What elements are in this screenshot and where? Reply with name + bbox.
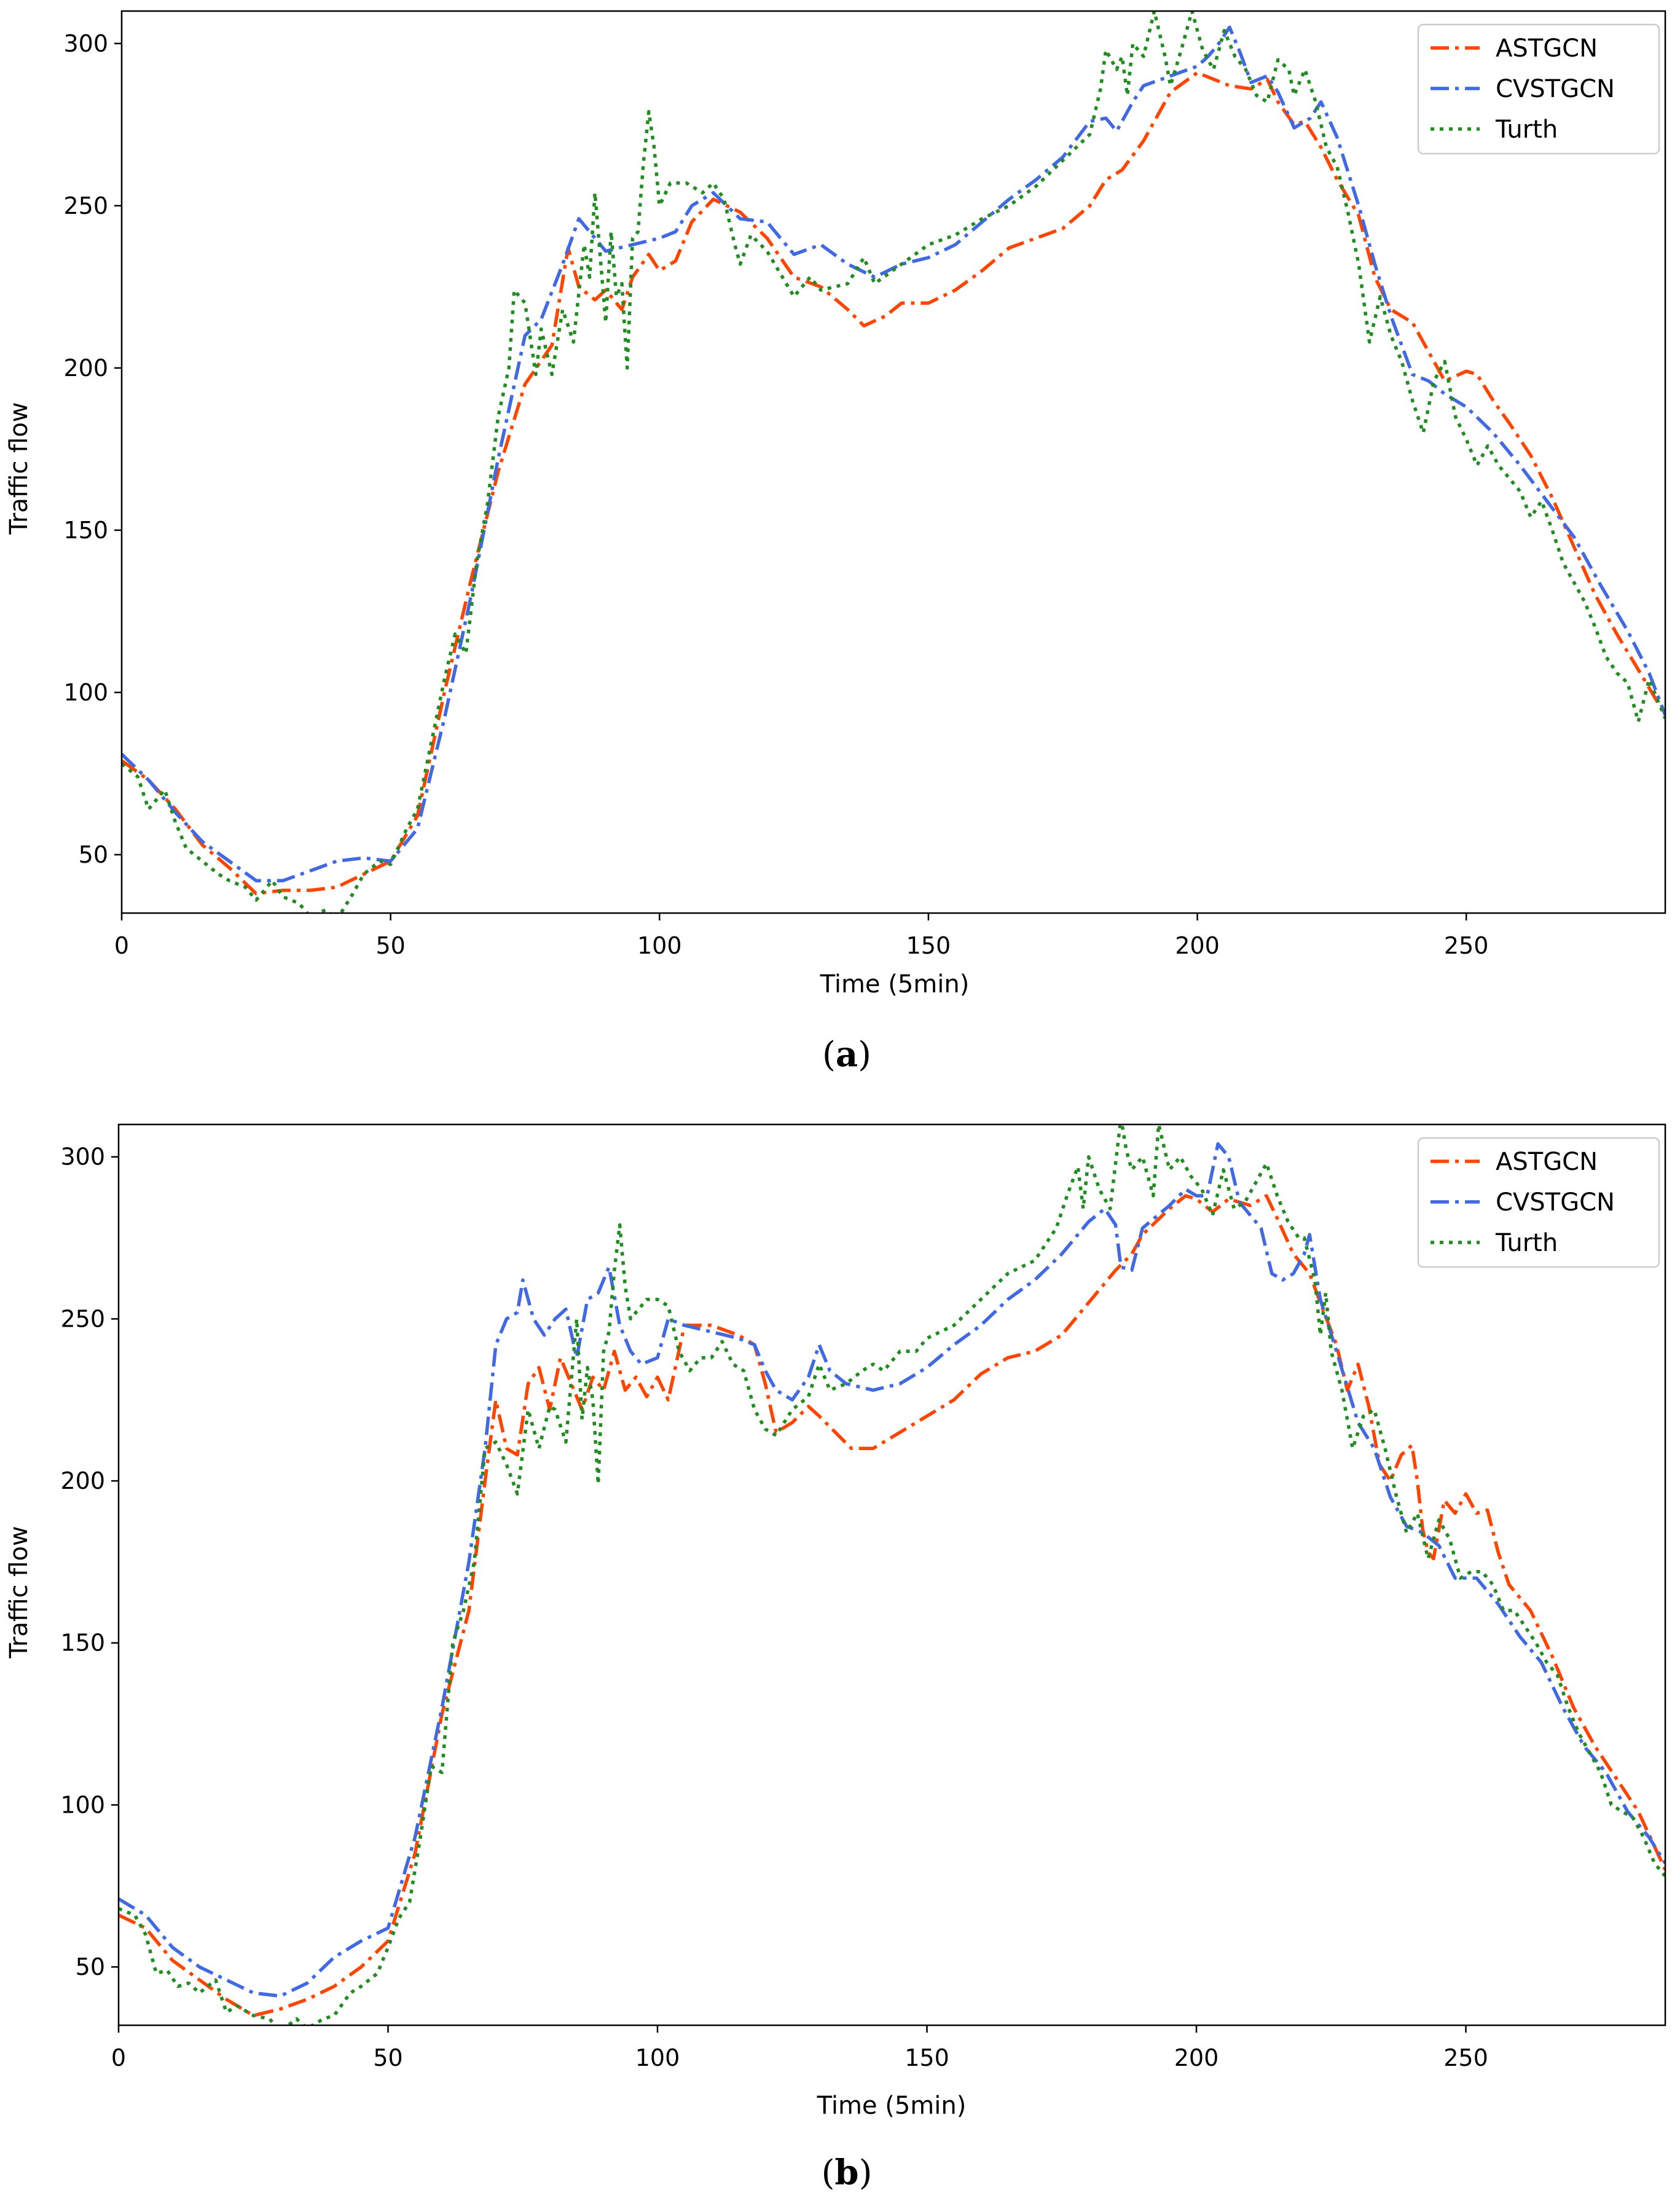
x-axis-label: Time (5min) xyxy=(820,970,970,998)
series-line-astgcn xyxy=(122,71,1665,896)
legend: ASTGCN CVSTGCN Turth xyxy=(1417,23,1660,155)
legend-label-cvstgcn: CVSTGCN xyxy=(1496,1188,1615,1217)
y-tick-label: 300 xyxy=(60,1144,105,1171)
x-tick-label: 150 xyxy=(906,932,951,959)
y-axis-label: Traffic flow xyxy=(5,402,33,535)
x-tick-label: 200 xyxy=(1174,2044,1219,2071)
x-tick-label: 200 xyxy=(1175,932,1220,959)
y-tick-label: 250 xyxy=(60,1305,105,1332)
y-tick-label: 50 xyxy=(76,1953,105,1980)
legend-box xyxy=(1417,1137,1660,1268)
panel-caption: (a) xyxy=(822,1034,871,1075)
plot-area xyxy=(119,1124,1665,2025)
legend-label-cvstgcn: CVSTGCN xyxy=(1496,75,1615,103)
chart-panel-a: Traffic flow Time (5min) (a) 0 50 100 150 20… xyxy=(5,10,1666,1075)
y-tick-label: 100 xyxy=(63,679,108,706)
legend-label-turth: Turth xyxy=(1495,116,1558,144)
plot-frame xyxy=(120,10,1666,914)
x-tick-label: 250 xyxy=(1444,932,1489,959)
x-axis-label: Time (5min) xyxy=(817,2092,967,2120)
plot-area xyxy=(122,11,1665,913)
x-tick-label: 0 xyxy=(111,2044,126,2071)
series-line-cvstgcn xyxy=(119,1142,1665,1998)
y-tick-label: 50 xyxy=(79,841,108,868)
x-tick-label: 150 xyxy=(905,2044,949,2071)
legend: ASTGCN CVSTGCN Turth xyxy=(1417,1137,1660,1268)
x-tick-label: 50 xyxy=(373,2044,402,2071)
chart-panel-b: Traffic flow Time (5min) (b) 0 50 100 150 20… xyxy=(5,1123,1666,2193)
y-tick-label: 150 xyxy=(63,517,108,544)
y-tick-label: 200 xyxy=(63,355,108,382)
y-tick-label: 100 xyxy=(60,1791,105,1818)
series-line-astgcn xyxy=(119,1194,1665,2017)
x-tick-label: 250 xyxy=(1443,2044,1488,2071)
x-tick-label: 100 xyxy=(635,2044,680,2071)
y-tick-label: 300 xyxy=(63,30,108,57)
series-line-cvstgcn xyxy=(122,25,1665,882)
panel-caption: (b) xyxy=(822,2152,873,2193)
legend-label-turth: Turth xyxy=(1495,1229,1558,1257)
series-line-turth xyxy=(119,1124,1665,2025)
legend-label-astgcn: ASTGCN xyxy=(1496,1148,1598,1176)
x-tick-label: 0 xyxy=(114,932,129,959)
x-tick-label: 50 xyxy=(375,932,405,959)
y-tick-label: 200 xyxy=(60,1467,105,1494)
legend-label-astgcn: ASTGCN xyxy=(1496,34,1598,63)
legend-box xyxy=(1417,23,1660,155)
plot-frame xyxy=(117,1123,1666,2026)
y-axis-label: Traffic flow xyxy=(5,1526,33,1658)
y-tick-label: 250 xyxy=(63,192,108,219)
y-tick-label: 150 xyxy=(60,1630,105,1657)
x-tick-label: 100 xyxy=(637,932,682,959)
